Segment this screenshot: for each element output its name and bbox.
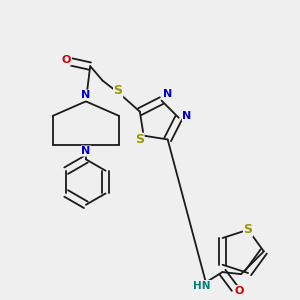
Text: S: S (244, 223, 253, 236)
Text: S: S (114, 85, 123, 98)
Text: O: O (62, 55, 71, 65)
Text: N: N (81, 90, 91, 100)
Text: N: N (81, 146, 91, 156)
Text: O: O (234, 286, 244, 296)
Text: N: N (163, 89, 172, 99)
Text: HN: HN (193, 280, 211, 290)
Text: S: S (135, 133, 144, 146)
Text: N: N (182, 111, 192, 121)
